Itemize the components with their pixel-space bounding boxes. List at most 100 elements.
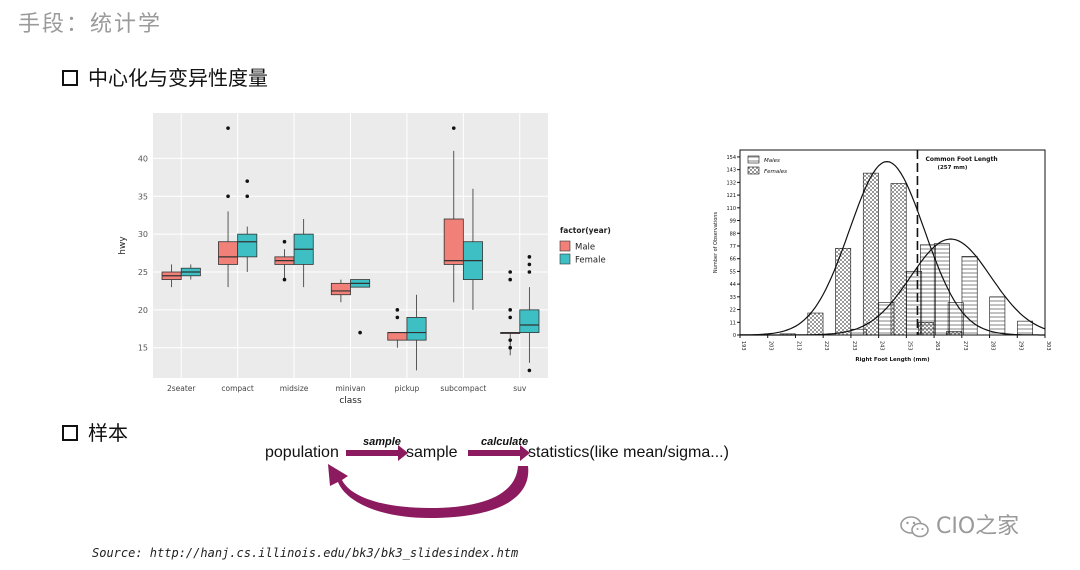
- y-tick-label: 25: [138, 268, 148, 277]
- x-axis-label: Right Foot Length (mm): [855, 357, 930, 363]
- box-outlier: [358, 330, 362, 335]
- histogram-chart: 0 11 22 33 44 55 66 77 88 99 110 121 132 143 154 193 203…: [713, 149, 1051, 363]
- y-tick-label: 99: [730, 219, 736, 225]
- hist-bar: [862, 172, 879, 336]
- bullet-centering: 中心化与变异性度量: [62, 62, 268, 91]
- x-tick-label: compact: [221, 384, 253, 393]
- y-tick-label: 55: [730, 269, 736, 275]
- box: [218, 241, 239, 265]
- hist-bar: [961, 256, 978, 336]
- y-tick-label: 66: [730, 257, 736, 263]
- flow-population: population: [265, 444, 339, 461]
- y-tick-label: 132: [726, 180, 736, 186]
- box-outlier: [395, 308, 400, 312]
- x-axis-label: class: [339, 396, 362, 405]
- box-outlier: [245, 179, 250, 183]
- x-tick-label: midsize: [280, 384, 309, 393]
- y-tick-label: 143: [726, 168, 736, 174]
- x-tick-label: 303: [1045, 341, 1051, 351]
- x-tick-label: 203: [768, 341, 774, 351]
- legend-title: factor(year): [560, 226, 611, 235]
- y-tick-label: 88: [730, 231, 736, 237]
- box-outlier: [226, 194, 230, 199]
- box-outlier: [508, 345, 512, 350]
- arrow-sample: [346, 445, 408, 461]
- legend-label: Female: [575, 256, 606, 266]
- box-outlier: [395, 315, 400, 320]
- box-outlier: [527, 270, 532, 274]
- hist-bar: [946, 331, 962, 336]
- arrow-sample-label: sample: [363, 436, 401, 448]
- box: [519, 309, 540, 333]
- box: [443, 218, 464, 265]
- box-outlier: [508, 308, 512, 312]
- box-outlier: [508, 315, 512, 320]
- x-tick-label: 243: [879, 341, 885, 351]
- x-tick-label: pickup: [395, 384, 420, 393]
- source-citation: Source: http://hanj.cs.illinois.edu/bk3/…: [92, 546, 519, 560]
- box-outlier: [451, 126, 456, 130]
- y-tick-label: 40: [138, 154, 148, 163]
- y-tick-label: 15: [138, 344, 148, 353]
- x-tick-label: minivan: [335, 384, 365, 393]
- box: [406, 317, 427, 341]
- bullet-centering-label: 中心化与变异性度量: [88, 66, 268, 90]
- hist-bar: [807, 312, 824, 336]
- checkbox-bullet-icon: [62, 69, 78, 86]
- y-tick-label: 35: [138, 192, 148, 201]
- legend-label: Male: [575, 243, 595, 253]
- box-outlier: [508, 277, 512, 282]
- hist-bar: [918, 321, 935, 336]
- box-outlier: [282, 277, 287, 282]
- y-tick-label: 121: [726, 193, 736, 199]
- legend-label: Females: [764, 169, 787, 175]
- flow-arrows: [328, 445, 530, 518]
- legend-swatch: [747, 155, 760, 164]
- flow-statistics: statistics(like mean/sigma...): [528, 444, 729, 461]
- box-outlier: [282, 239, 287, 244]
- y-tick-label: 33: [730, 295, 736, 301]
- y-axis-label: Number of Observations: [713, 212, 719, 274]
- watermark: CIO之家: [900, 508, 1019, 540]
- x-tick-label: 283: [990, 341, 996, 351]
- box-outlier: [508, 338, 512, 342]
- x-tick-label: 233: [851, 341, 857, 351]
- y-tick-label: 77: [730, 244, 736, 250]
- box-outlier: [508, 270, 512, 274]
- y-tick-label: 44: [730, 282, 736, 288]
- x-tick-label: 263: [934, 341, 940, 351]
- box: [330, 282, 351, 296]
- x-tick-label: subcompact: [440, 384, 486, 393]
- x-tick-label: 293: [1017, 341, 1023, 351]
- x-tick-label: 2seater: [167, 384, 196, 393]
- box: [387, 332, 408, 341]
- legend-label: Males: [764, 158, 780, 164]
- legend-swatch: [747, 166, 760, 175]
- hist-bar: [890, 183, 907, 336]
- bullet-sample-label: 样本: [88, 421, 128, 445]
- flow-sample: sample: [406, 444, 458, 461]
- box-outlier: [527, 262, 532, 267]
- box-outlier: [527, 255, 532, 259]
- y-axis-label: hwy: [118, 236, 128, 255]
- hist-bar: [1017, 320, 1033, 336]
- box: [237, 233, 258, 258]
- watermark-text: CIO之家: [936, 514, 1020, 539]
- arrow-feedback: [328, 464, 529, 518]
- wechat-icon: [900, 516, 929, 538]
- arrow-calculate: [468, 445, 530, 461]
- legend-swatch: [559, 253, 571, 265]
- y-tick-label: 30: [138, 230, 148, 239]
- bullet-sample: 样本: [62, 417, 128, 446]
- y-tick-label: 20: [138, 306, 148, 315]
- normal-curve: [740, 160, 1045, 336]
- x-tick-label: 253: [906, 341, 912, 351]
- boxplot-chart: 15 20 25 30 35 40 2seater compact midsize minivan…: [118, 113, 611, 405]
- x-tick-label: suv: [513, 384, 527, 393]
- annotation-value: (257 mm): [937, 165, 967, 171]
- legend-swatch: [559, 240, 571, 252]
- hist-bar: [933, 243, 950, 336]
- checkbox-bullet-icon: [62, 424, 78, 441]
- box-outlier: [527, 368, 532, 373]
- hist-bar: [920, 244, 936, 336]
